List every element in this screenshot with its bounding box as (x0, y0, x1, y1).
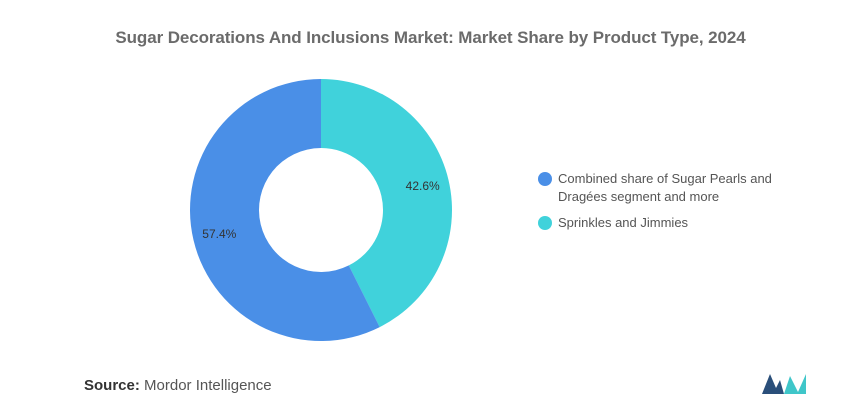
legend-label: Combined share of Sugar Pearls and Dragé… (558, 171, 772, 204)
donut-labels: 42.6% 57.4% (202, 179, 440, 241)
legend-item-sprinkles-jimmies[interactable]: Sprinkles and Jimmies (538, 214, 798, 232)
donut-slice[interactable] (321, 79, 453, 328)
legend-swatch (538, 172, 552, 186)
legend: Combined share of Sugar Pearls and Dragé… (538, 170, 798, 240)
source-note: Source: Mordor Intelligence (84, 377, 272, 394)
slice-data-label: 42.6% (406, 179, 440, 193)
legend-swatch (538, 216, 552, 230)
legend-label: Sprinkles and Jimmies (558, 215, 689, 230)
slice-data-label: 57.4% (202, 227, 236, 241)
mordor-intelligence-logo (762, 374, 806, 394)
legend-item-pearls-dragees[interactable]: Combined share of Sugar Pearls and Dragé… (538, 170, 798, 206)
chart-title: Sugar Decorations And Inclusions Market:… (115, 28, 746, 47)
donut-slice[interactable] (190, 79, 380, 341)
source-label: Source: (84, 377, 140, 394)
donut-slices (190, 79, 453, 341)
source-text: Mordor Intelligence (144, 377, 272, 394)
